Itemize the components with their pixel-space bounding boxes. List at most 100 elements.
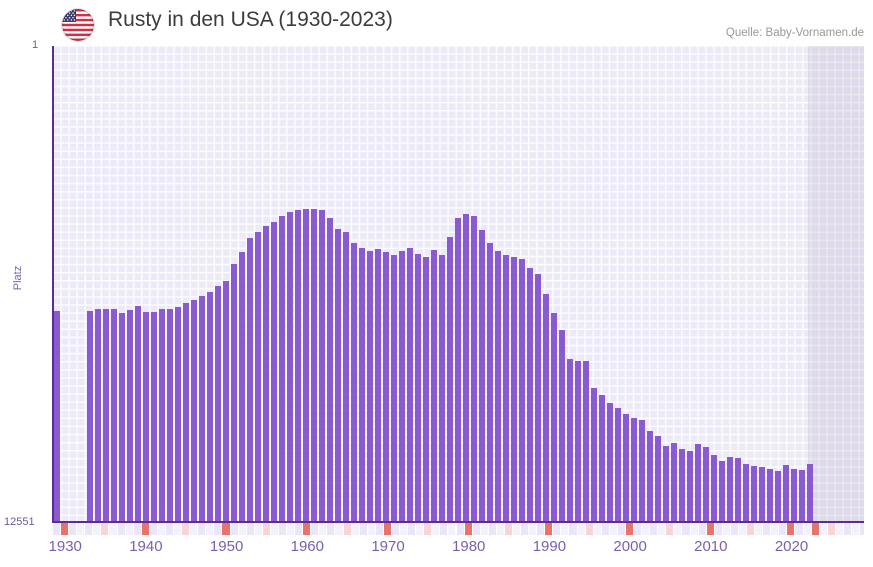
bar: [647, 431, 654, 522]
us-flag-icon: [62, 9, 94, 41]
bar: [727, 457, 734, 522]
bar: [527, 268, 534, 522]
x-tick-marker: [367, 523, 375, 535]
x-tick-marker: [747, 523, 755, 535]
bar: [679, 449, 686, 522]
x-tick-marker: [149, 523, 157, 535]
x-tick-marker: [77, 523, 85, 535]
x-tick-marker: [270, 523, 278, 535]
bar: [551, 313, 558, 522]
x-tick-marker: [779, 523, 787, 535]
x-tick-marker: [287, 523, 295, 535]
bar: [423, 257, 430, 522]
x-tick-marker: [319, 523, 327, 535]
x-tick-marker: [666, 523, 674, 535]
x-tick-label: 2020: [774, 538, 809, 555]
bar: [519, 259, 526, 522]
x-tick-marker: [650, 523, 658, 535]
x-tick-marker: [311, 523, 319, 535]
bar: [719, 461, 726, 522]
x-tick-marker: [101, 523, 109, 535]
x-tick-label: 1940: [129, 538, 163, 555]
x-tick-marker: [819, 523, 827, 535]
x-tick-marker: [448, 523, 456, 535]
x-tick-marker: [843, 523, 851, 535]
bar: [775, 471, 782, 522]
y-axis-bottom-label: 12551: [4, 516, 35, 528]
bar: [311, 209, 318, 522]
bar: [399, 251, 406, 522]
x-tick-marker: [157, 523, 165, 535]
bar: [695, 444, 702, 522]
x-tick-label: 1970: [371, 538, 405, 555]
x-tick-marker: [424, 523, 432, 535]
bar: [455, 218, 462, 522]
bar: [743, 464, 750, 522]
bar: [239, 252, 246, 522]
x-tick-marker: [408, 523, 416, 535]
bar: [759, 467, 766, 522]
bar: [231, 264, 238, 522]
x-tick-marker: [835, 523, 843, 535]
x-tick-marker: [53, 523, 61, 535]
bar: [599, 395, 606, 522]
x-tick-marker: [416, 523, 424, 535]
x-tick-marker: [827, 523, 835, 535]
bar: [807, 464, 814, 522]
bar: [191, 300, 198, 522]
x-tick-label: 1960: [290, 538, 324, 555]
bar: [183, 303, 190, 522]
x-tick-marker: [85, 523, 93, 535]
bar: [199, 296, 206, 522]
bar: [271, 222, 278, 522]
bar: [655, 436, 662, 522]
x-tick-marker: [303, 523, 311, 535]
bar: [447, 237, 454, 522]
x-tick-marker: [327, 523, 335, 535]
x-tick-marker: [601, 523, 609, 535]
x-tick-marker: [658, 523, 666, 535]
bar: [159, 309, 166, 522]
bar: [535, 274, 542, 522]
bar: [671, 443, 678, 522]
bar: [335, 229, 342, 522]
x-tick-marker: [262, 523, 270, 535]
x-tick-marker: [553, 523, 561, 535]
x-axis-tick-strip: [53, 523, 864, 535]
bar: [567, 359, 574, 522]
x-tick-marker: [254, 523, 262, 535]
x-tick-marker: [787, 523, 795, 535]
x-tick-marker: [617, 523, 625, 535]
x-tick-marker: [480, 523, 488, 535]
x-tick-marker: [472, 523, 480, 535]
x-tick-marker: [165, 523, 174, 535]
bar: [351, 243, 358, 522]
source-label: Quelle: Baby-Vornamen.de: [725, 27, 864, 39]
bar: [439, 255, 446, 522]
x-tick-marker: [456, 523, 464, 535]
x-tick-marker: [738, 523, 746, 535]
x-tick-marker: [803, 523, 811, 535]
bar: [359, 248, 366, 522]
bar: [343, 232, 350, 522]
bar: [287, 212, 294, 522]
bar: [367, 251, 374, 522]
x-tick-marker: [238, 523, 246, 535]
bar: [319, 210, 326, 522]
x-tick-marker: [214, 523, 222, 535]
x-tick-marker: [488, 523, 496, 535]
bar: [87, 311, 94, 522]
bar: [111, 309, 118, 522]
bar: [247, 238, 254, 522]
x-tick-marker: [400, 523, 408, 535]
x-tick-marker: [278, 523, 287, 535]
x-tick-marker: [860, 523, 864, 535]
bar: [607, 403, 614, 522]
x-tick-label: 1950: [209, 538, 244, 555]
bar: [383, 252, 390, 522]
bar: [487, 243, 494, 522]
x-tick-marker: [504, 523, 512, 535]
bar: [175, 307, 182, 522]
bar: [127, 310, 134, 522]
bar: [407, 248, 414, 522]
